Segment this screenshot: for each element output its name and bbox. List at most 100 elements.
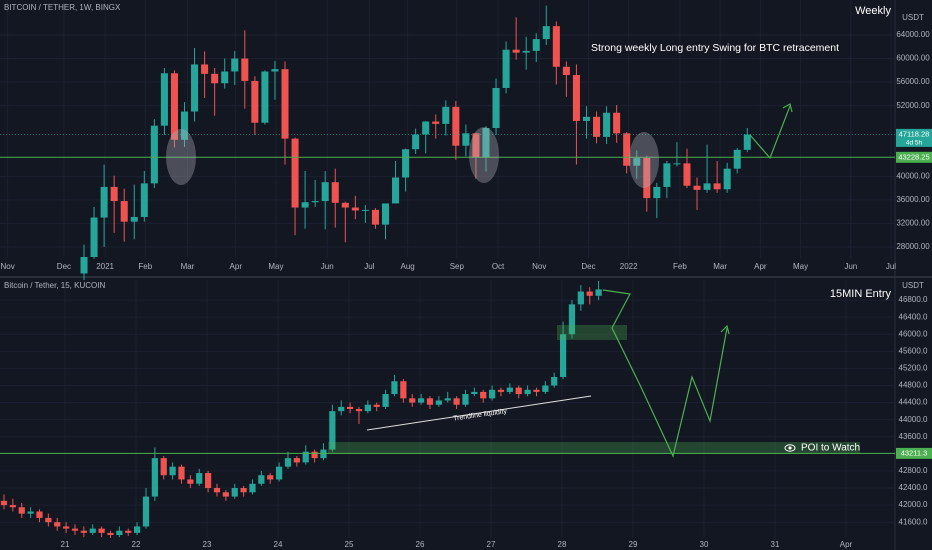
candle-body [593,116,601,137]
candle-body [568,304,576,335]
price-label-box [896,447,932,459]
candle-body [512,49,520,53]
candle-body [492,87,500,129]
candle-body [392,177,400,204]
candle-body [409,398,416,403]
candle-body [240,488,247,493]
candle-body [703,183,711,190]
eye-icon [784,444,796,452]
candle-body [444,398,451,401]
y-tick-label: 43600.0 [899,432,928,441]
candle-body [301,202,309,208]
y-tick-label: 40000.00 [896,171,930,180]
candle-body [488,389,496,399]
candle-body [120,201,128,222]
x-tick-label: 24 [274,540,283,549]
candle-body [417,398,425,403]
candle-body [213,488,221,493]
x-tick-label: Apr [840,540,853,549]
candle-body [151,458,158,497]
candle-body [733,149,741,169]
x-tick-label: Feb [138,262,152,271]
y-tick-label: 46800.0 [899,295,928,304]
candle-body [311,201,319,203]
x-tick-label: Feb [673,262,687,271]
candle-body [663,163,671,187]
candle-body [442,106,450,124]
x-tick-label: Oct [492,262,505,271]
candle-body [130,216,138,222]
candle-body [542,385,549,392]
candle-body [211,73,219,84]
x-tick-label: Dec [581,262,595,271]
candle-body [231,58,239,72]
candle-body [27,511,34,514]
candle-body [402,149,410,178]
candle-body [515,387,522,395]
candle-body [683,163,691,186]
candle-body [412,134,420,150]
candle-body [63,526,70,529]
last-price-label: 47118.28 [899,129,930,138]
x-tick-label: 30 [700,540,709,549]
candle-body [178,466,185,480]
candle-body [373,404,380,407]
candle-body [497,389,505,392]
x-tick-label: Jul [886,262,896,271]
candle-body [364,404,371,412]
candle-body [116,530,123,536]
y-tick-label: 45600.0 [899,346,928,355]
x-tick-label: Sep [450,262,465,271]
price-label: 43228.25 [898,152,929,161]
candle-body [251,80,259,123]
candle-body [271,69,279,72]
candle-body [150,125,158,184]
candle-body [623,133,631,166]
y-tick-label: 45200.0 [899,364,928,373]
x-tick-label: Apr [230,262,243,271]
symbol-title: Bitcoin / Tether, 15, KUCOIN [4,281,105,290]
y-tick-label: 42800.0 [899,466,928,475]
candle-body [613,112,621,134]
candle-body [524,389,531,395]
candle-body [329,411,336,450]
candle-body [311,451,318,459]
x-tick-label: Mar [181,262,195,271]
candle-body [98,528,105,533]
arrow-head [782,103,793,113]
candle-body [191,64,199,112]
candle-body [551,376,558,386]
x-tick-label: 2022 [620,262,638,271]
candle-body [110,186,118,202]
x-tick-label: 22 [132,540,141,549]
candle-body [45,517,52,523]
candle-body [562,66,570,76]
x-tick-label: May [793,262,808,271]
x-tick-label: 2021 [96,262,114,271]
candle-body [422,121,430,135]
highlight-ellipse [166,129,196,185]
candle-body [435,400,442,405]
candle-body [258,475,265,484]
candle-body [180,111,189,140]
candle-body [169,466,176,476]
x-tick-label: Jun [321,262,334,271]
candle-body [643,158,651,199]
candle-body [281,69,289,139]
candle-body [261,71,269,123]
y-tick-label: 42000.0 [899,500,928,509]
candle-body [331,182,339,203]
candle-body [453,398,460,405]
annotation: Strong weekly Long entry Swing for BTC r… [591,42,839,54]
candle-body [338,406,345,412]
arrow-head [720,324,730,335]
candle-body [346,406,354,409]
candle-body [482,128,490,158]
y-tick-label: 42400.0 [899,483,928,492]
candle-body [559,334,567,377]
x-tick-label: Nov [1,262,15,271]
candle-body [341,202,349,208]
candle-body [506,387,513,392]
candle-body [222,492,229,497]
candle-body [400,381,407,399]
